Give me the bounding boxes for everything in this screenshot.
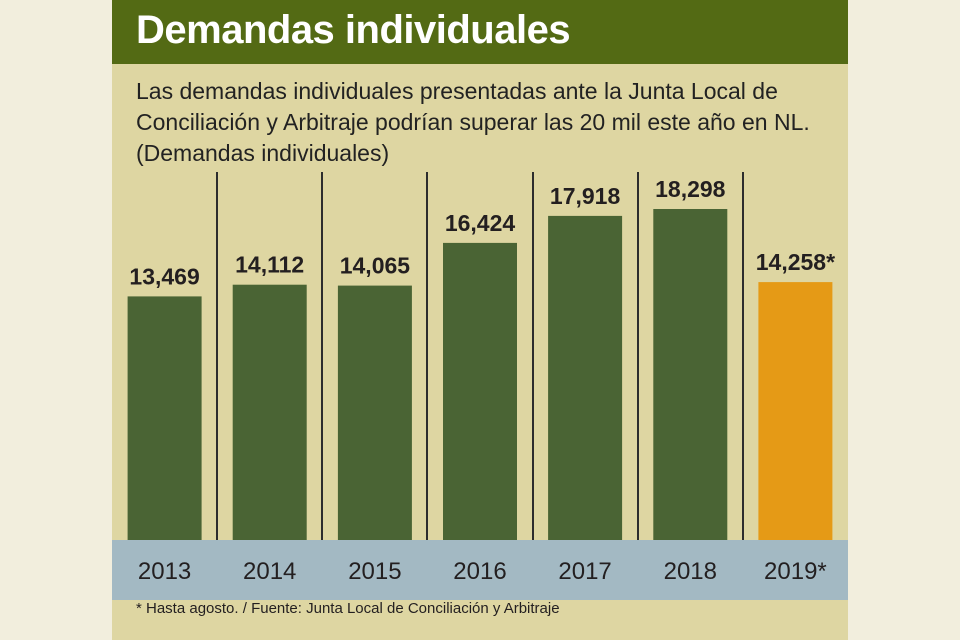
bar-2016 bbox=[443, 242, 517, 540]
bar-2017 bbox=[548, 215, 623, 540]
x-axis-band bbox=[112, 540, 848, 600]
title-bar: Demandas individuales bbox=[112, 0, 848, 64]
bar-2014 bbox=[232, 284, 307, 540]
data-label: 18,298 bbox=[655, 176, 726, 202]
chart-title: Demandas individuales bbox=[136, 8, 571, 52]
bar-chart: 13,469 14,112 14,065 16,424 17,918 18,298 14,2… bbox=[112, 172, 848, 600]
x-tick-label: 2017 bbox=[558, 558, 611, 585]
chart-subtitle: Las demandas individuales presentadas an… bbox=[136, 78, 810, 166]
x-tick-label: 2018 bbox=[664, 558, 717, 585]
x-tick-label: 2013 bbox=[138, 558, 191, 585]
data-label: 14,258* bbox=[756, 249, 835, 275]
x-tick-label: 2016 bbox=[453, 558, 506, 585]
bar-2019 bbox=[758, 282, 833, 540]
bar-2018 bbox=[653, 209, 728, 540]
data-label: 14,065 bbox=[340, 253, 411, 279]
x-tick-label: 2019* bbox=[764, 558, 827, 585]
chart-panel: Demandas individuales Las demandas indiv… bbox=[112, 0, 848, 640]
footnote: * Hasta agosto. / Fuente: Junta Local de… bbox=[136, 600, 560, 617]
data-label: 14,112 bbox=[235, 252, 304, 278]
bar-2013 bbox=[127, 296, 202, 540]
x-tick-label: 2014 bbox=[243, 558, 296, 585]
data-label: 16,424 bbox=[445, 210, 516, 236]
bar-2015 bbox=[337, 285, 412, 540]
data-label: 13,469 bbox=[129, 263, 199, 289]
x-tick-label: 2015 bbox=[348, 558, 401, 585]
data-label: 17,918 bbox=[550, 183, 621, 209]
